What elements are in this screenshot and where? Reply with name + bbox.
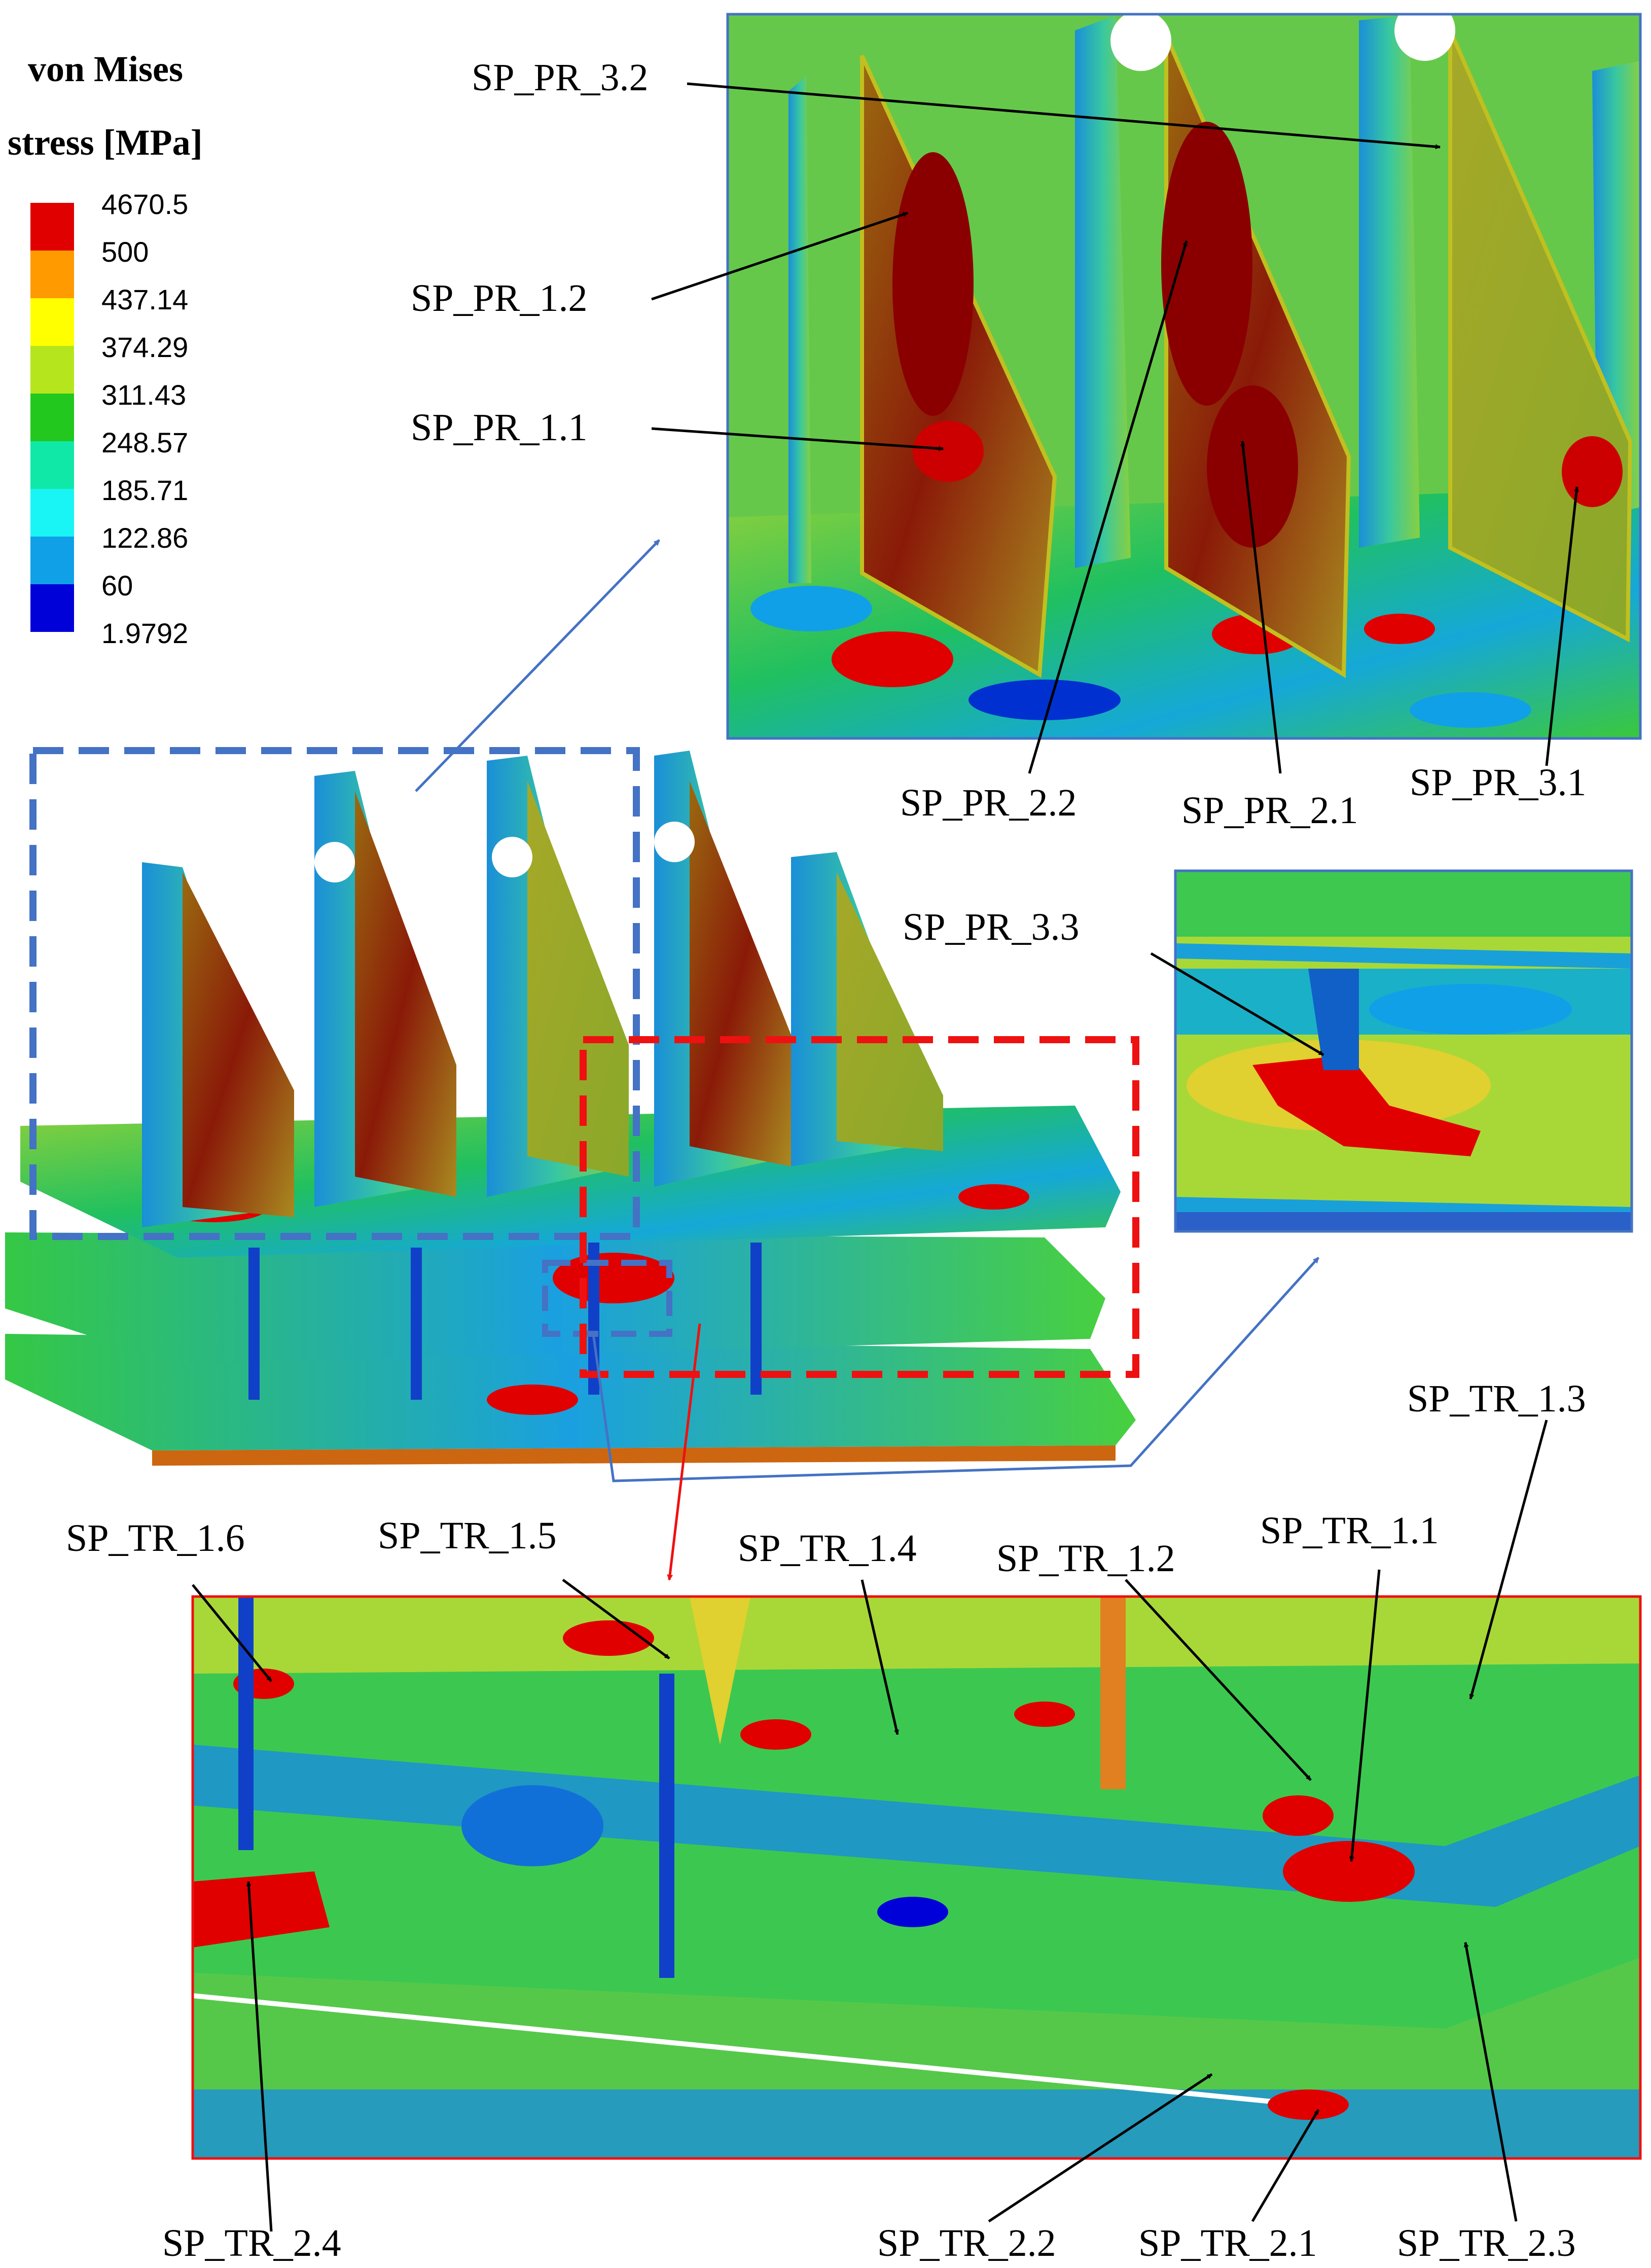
- legend-value-label: 60: [101, 570, 133, 601]
- legend-value-label: 500: [101, 236, 149, 268]
- connector-to-top-panel: [415, 539, 660, 792]
- legend-swatch: [30, 346, 74, 394]
- callout-sp-pr-1-1: SP_PR_1.1: [411, 406, 588, 449]
- selection-frame-red: [580, 1036, 1139, 1378]
- callout-sp-pr-3-2: SP_PR_3.2: [472, 56, 649, 99]
- callout-sp-pr-3-3: SP_PR_3.3: [903, 906, 1080, 948]
- leader-lines: [192, 82, 1579, 2232]
- callout-sp-tr-1-5: SP_TR_1.5: [378, 1514, 557, 1557]
- legend-value-label: 122.86: [101, 522, 189, 554]
- connector-to-bottom-panel: [667, 1323, 701, 1581]
- callout-sp-pr-2-1: SP_PR_2.1: [1181, 789, 1358, 832]
- callout-sp-pr-2-2: SP_PR_2.2: [900, 782, 1077, 824]
- legend-swatch: [30, 537, 74, 584]
- callout-sp-tr-2-4: SP_TR_2.4: [162, 2222, 341, 2264]
- legend-value-label: 248.57: [101, 427, 189, 458]
- legend-swatch: [30, 394, 74, 441]
- zoom-frame-top: [726, 13, 1642, 740]
- selection-frame-blue: [29, 747, 640, 1240]
- zoom-panel-decks: [193, 1597, 1640, 2158]
- connector-to-middle-panel: [592, 1257, 1319, 1482]
- main-model: [5, 751, 1136, 1466]
- zoom-panel-bracket: [1175, 871, 1632, 1231]
- legend-value-label: 185.71: [101, 474, 189, 506]
- zoom-frame-bottom: [191, 1595, 1642, 2160]
- callout-sp-tr-1-2: SP_TR_1.2: [996, 1537, 1175, 1580]
- callout-sp-tr-2-1: SP_TR_2.1: [1138, 2222, 1317, 2264]
- callout-sp-tr-1-4: SP_TR_1.4: [738, 1527, 917, 1570]
- callout-sp-tr-1-6: SP_TR_1.6: [66, 1517, 245, 1560]
- legend-swatch: [30, 251, 74, 298]
- zoom-panel-plates: [728, 0, 1640, 738]
- legend-value-label: 1.9792: [101, 617, 189, 649]
- zoom-frame-middle: [1174, 869, 1633, 1233]
- legend-value-label: 437.14: [101, 284, 189, 315]
- legend-value-label: 374.29: [101, 331, 189, 363]
- legend-swatch: [30, 584, 74, 632]
- callout-sp-pr-3-1: SP_PR_3.1: [1410, 761, 1587, 804]
- legend-swatch: [30, 441, 74, 489]
- legend-value-label: 4670.5: [101, 188, 189, 220]
- callout-sp-tr-2-2: SP_TR_2.2: [877, 2222, 1056, 2264]
- legend-swatch: [30, 203, 74, 251]
- callout-sp-tr-1-3: SP_TR_1.3: [1407, 1377, 1586, 1420]
- callout-sp-pr-1-2: SP_PR_1.2: [411, 277, 588, 320]
- selection-frame-blue-small: [542, 1260, 672, 1337]
- legend-swatch: [30, 489, 74, 537]
- legend-title-line2: stress [MPa]: [8, 122, 203, 163]
- callout-sp-tr-2-3: SP_TR_2.3: [1397, 2222, 1576, 2264]
- legend-title-line1: von Mises: [28, 49, 183, 89]
- legend-swatch: [30, 298, 74, 346]
- callout-sp-tr-1-1: SP_TR_1.1: [1260, 1509, 1439, 1552]
- legend-value-label: 311.43: [101, 379, 187, 411]
